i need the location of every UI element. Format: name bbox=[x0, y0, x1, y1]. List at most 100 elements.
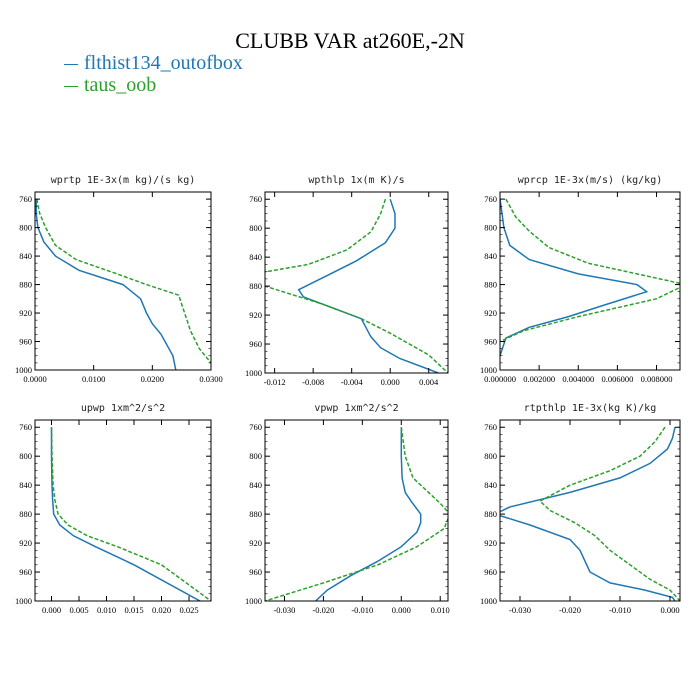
series-line-2 bbox=[265, 427, 448, 601]
x-tick-label: 0.000 bbox=[660, 605, 679, 615]
figure-title: CLUBB VAR at260E,-2N bbox=[235, 28, 465, 53]
y-tick-label: 920 bbox=[484, 538, 497, 548]
y-tick-label: 960 bbox=[19, 337, 32, 347]
panel-1: wprtp 1E-3x(m kg)/(s kg) 760 800 840 880 920 9… bbox=[15, 175, 223, 384]
x-tick-label: 0.006000 bbox=[601, 374, 633, 384]
panel-5: vpwp 1xm^2/s^2 760 800 840 880 920 960 1000 -0.0… bbox=[245, 403, 450, 615]
y-tick-label: 800 bbox=[484, 451, 497, 461]
series-line-2 bbox=[265, 198, 448, 373]
series-line-1 bbox=[35, 199, 177, 370]
plot-frame bbox=[499, 191, 681, 371]
series-line-2 bbox=[500, 198, 680, 343]
series-line-2 bbox=[50, 427, 211, 601]
y-tick-label: 960 bbox=[19, 567, 32, 577]
y-tick-label: 760 bbox=[19, 194, 32, 204]
series-line-1 bbox=[315, 427, 422, 601]
x-tick-label: -0.020 bbox=[312, 605, 334, 615]
x-tick-label: 0.010 bbox=[431, 605, 450, 615]
y-tick-label: 1000 bbox=[480, 596, 497, 606]
y-tick-label: 1000 bbox=[480, 365, 497, 375]
x-tick-label: 0.020 bbox=[152, 605, 171, 615]
x-tick-label: -0.030 bbox=[273, 605, 295, 615]
plot-frame bbox=[264, 419, 449, 602]
series-line-2 bbox=[36, 198, 211, 364]
x-tick-label: -0.020 bbox=[559, 605, 581, 615]
y-tick-label: 960 bbox=[484, 567, 497, 577]
y-tick-label: 960 bbox=[249, 339, 262, 349]
y-tick-label: 880 bbox=[19, 280, 32, 290]
x-tick-label: -0.030 bbox=[509, 605, 531, 615]
x-tick-label: 0.010 bbox=[97, 605, 116, 615]
y-tick-label: 800 bbox=[249, 451, 262, 461]
series-line-1 bbox=[297, 198, 439, 373]
y-tick-label: 840 bbox=[19, 480, 32, 490]
y-tick-label: 840 bbox=[19, 251, 32, 261]
panel-3: wprcp 1E-3x(m/s) (kg/kg) 760 800 840 880 920 9… bbox=[480, 175, 681, 384]
x-tick-label: 0.000 bbox=[392, 605, 411, 615]
x-tick-label: -0.010 bbox=[351, 605, 373, 615]
series-line-1 bbox=[50, 427, 201, 601]
y-tick-label: 920 bbox=[19, 308, 32, 318]
y-tick-label: 760 bbox=[484, 194, 497, 204]
x-tick-label: -0.004 bbox=[341, 377, 364, 387]
x-tick-label: 0.004 bbox=[419, 377, 439, 387]
y-tick-label: 960 bbox=[484, 337, 497, 347]
legend-label: flthist134_outofbox bbox=[84, 52, 243, 74]
legend-entry-series-1: flthist134_outofbox bbox=[64, 52, 243, 74]
y-tick-label: 840 bbox=[484, 480, 497, 490]
y-tick-label: 1000 bbox=[15, 365, 32, 375]
y-tick-label: 1000 bbox=[15, 596, 32, 606]
legend-line-icon bbox=[64, 85, 78, 87]
x-tick-label: 0.0300 bbox=[199, 374, 222, 384]
y-tick-label: 880 bbox=[484, 509, 497, 519]
y-tick-label: 840 bbox=[249, 252, 262, 262]
legend-label: taus_oob bbox=[84, 74, 157, 96]
legend-line-icon bbox=[64, 63, 78, 65]
y-tick-label: 1000 bbox=[245, 368, 262, 378]
y-tick-label: 920 bbox=[19, 538, 32, 548]
y-tick-label: 760 bbox=[249, 194, 262, 204]
y-tick-label: 880 bbox=[19, 509, 32, 519]
y-tick-label: 920 bbox=[249, 538, 262, 548]
y-tick-label: 920 bbox=[484, 308, 497, 318]
plot-frame bbox=[34, 419, 212, 602]
panel-2: wpthlp 1x(m K)/s7608008408809209601000-0… bbox=[245, 175, 449, 387]
x-tick-label: 0.000000 bbox=[484, 374, 516, 384]
panel-6: rtpthlp 1E-3x(kg K)/kg 760 800 840 880 920 960… bbox=[480, 403, 681, 615]
y-tick-label: 920 bbox=[249, 310, 262, 320]
panel-title: wpthlp 1x(m K)/s bbox=[308, 175, 404, 186]
x-tick-label: 0.025 bbox=[179, 605, 198, 615]
x-tick-label: 0.004000 bbox=[562, 374, 594, 384]
plot-frame bbox=[499, 419, 681, 602]
y-tick-label: 880 bbox=[484, 280, 497, 290]
y-tick-label: 800 bbox=[19, 223, 32, 233]
panel-title: wprtp 1E-3x(m kg)/(s kg) bbox=[51, 175, 196, 186]
y-tick-label: 800 bbox=[249, 223, 262, 233]
x-tick-label: -0.012 bbox=[264, 377, 286, 387]
x-tick-label: 0.0100 bbox=[82, 374, 105, 384]
panel-4: upwp 1xm^2/s^2 760 800 840 880 920 960 1000 0.00… bbox=[15, 403, 212, 615]
y-tick-label: 800 bbox=[484, 223, 497, 233]
y-tick-label: 960 bbox=[249, 567, 262, 577]
y-tick-label: 880 bbox=[249, 281, 262, 291]
series-line-2 bbox=[538, 426, 680, 601]
y-tick-label: 840 bbox=[249, 480, 262, 490]
x-tick-label: 0.000 bbox=[381, 377, 400, 387]
x-tick-label: 0.0000 bbox=[23, 374, 46, 384]
x-tick-label: -0.010 bbox=[609, 605, 631, 615]
x-tick-label: 0.000 bbox=[42, 605, 61, 615]
y-tick-label: 1000 bbox=[245, 596, 262, 606]
x-tick-label: 0.0200 bbox=[141, 374, 164, 384]
y-tick-label: 840 bbox=[484, 251, 497, 261]
plot-frame bbox=[34, 191, 212, 371]
x-tick-label: -0.008 bbox=[302, 377, 324, 387]
y-tick-label: 760 bbox=[249, 422, 262, 432]
legend-entry-series-2: taus_oob bbox=[64, 74, 156, 96]
plot-frame bbox=[264, 191, 449, 374]
panel-title: vpwp 1xm^2/s^2 bbox=[314, 403, 398, 414]
panel-title: rtpthlp 1E-3x(kg K)/kg bbox=[524, 403, 656, 414]
panel-title: upwp 1xm^2/s^2 bbox=[81, 403, 165, 414]
panel-title: wprcp 1E-3x(m/s) (kg/kg) bbox=[518, 175, 663, 186]
series-line-1 bbox=[500, 427, 676, 601]
